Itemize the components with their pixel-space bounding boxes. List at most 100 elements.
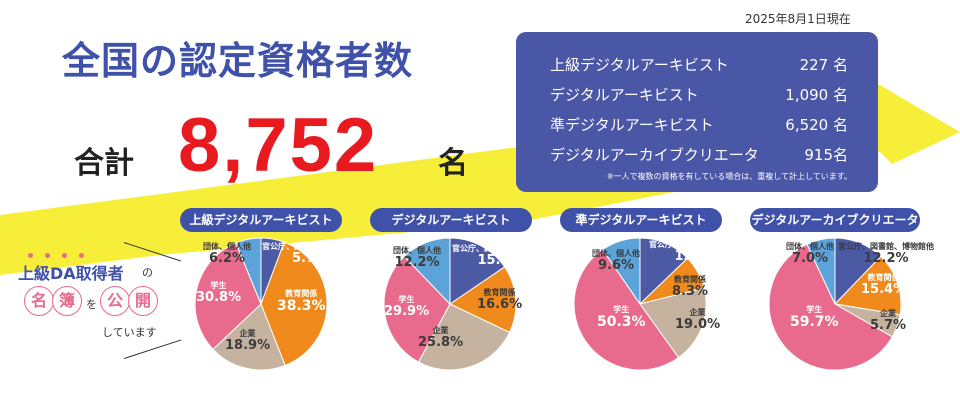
pie-slice <box>601 237 641 306</box>
chart-title: デジタルアーキビスト <box>370 208 532 232</box>
pie-slice <box>806 237 836 305</box>
callout-heading: 上級DA取得者 <box>18 264 124 283</box>
slice-label: 教育関係 15.4% <box>861 273 907 297</box>
total-label: 合計 <box>74 146 134 181</box>
slice-value: 19.0% <box>675 316 721 332</box>
pie-svg <box>383 237 517 371</box>
slice-label: 教育関係 8.3% <box>672 275 709 299</box>
pie-slice <box>194 242 262 350</box>
slice-name: 学生 <box>398 295 415 304</box>
pie-chart <box>767 236 903 372</box>
slice-label: 教育関係 16.6% <box>477 288 523 312</box>
summary-row-count: 1,090 名 <box>785 86 848 104</box>
callout-particle: の <box>142 266 153 279</box>
pie-slice <box>448 266 517 334</box>
slice-value: 5.7% <box>291 250 329 266</box>
pie-slice <box>235 237 262 305</box>
slice-label: 企業 5.7% <box>870 309 907 333</box>
slice-label: 企業 19.0% <box>675 308 721 332</box>
slice-label: 学生 59.7% <box>790 305 839 330</box>
callout-line-bottom <box>124 339 182 359</box>
summary-row: 上級デジタルアーキビスト 227 名 <box>550 54 848 76</box>
slice-value: 25.8% <box>418 334 464 350</box>
slice-name: 団体、個人他 <box>786 242 834 251</box>
slice-name: 官公庁、図書館、博物館他 <box>262 242 358 251</box>
slice-value: 7.0% <box>791 250 829 266</box>
duplicate-note: ※一人で複数の資格を有している場合は、重複して計上しています。 <box>606 172 852 181</box>
summary-row: デジタルアーキビスト 1,090 名 <box>550 84 848 106</box>
slice-name: 団体、個人他 <box>203 242 251 251</box>
slice-label: 企業 25.8% <box>418 326 464 350</box>
pie-svg <box>768 237 902 371</box>
slice-name: 教育関係 <box>674 275 707 284</box>
slice-label: 官公庁、図書館、博物館他 5.7% <box>262 242 358 266</box>
chart-title: 準デジタルアーキビスト <box>560 208 722 232</box>
summary-row-count: 227 名 <box>799 56 848 74</box>
slice-value: 15.4% <box>861 281 907 297</box>
slice-name: 官公庁、図書館、博物館他 <box>838 242 934 251</box>
emphasis-dot <box>62 253 67 258</box>
slice-value: 12.2% <box>863 250 909 266</box>
pie-slice <box>403 237 451 306</box>
slice-value: 38.3% <box>277 297 326 314</box>
summary-row-name: 上級デジタルアーキビスト <box>550 56 729 74</box>
page-title: 全国の認定資格者数 <box>62 39 414 83</box>
slice-name: 学生 <box>210 281 227 290</box>
pie-slice <box>383 255 451 363</box>
slice-name: 官公庁、図書館、博物館他 <box>452 244 548 253</box>
total-unit: 名 <box>438 146 468 181</box>
slice-value: 59.7% <box>790 313 839 330</box>
slice-label: 団体、個人他 6.2% <box>203 242 251 266</box>
slice-label: 官公庁、図書館、博物館他 12.2% <box>838 242 934 266</box>
as-of-date: 2025年8月1日現在 <box>745 12 851 26</box>
pie-svg <box>194 237 328 371</box>
slice-label: 学生 29.9% <box>384 295 430 319</box>
slice-name: 企業 <box>432 326 449 335</box>
registry-callout: 上級DA取得者 の 名 簿 を 公 開 しています <box>16 238 186 359</box>
pie-svg <box>573 237 707 371</box>
summary-row: デジタルアーカイブクリエータ 915名 <box>550 144 848 166</box>
pie-slice <box>573 248 680 371</box>
summary-row-count: 6,520 名 <box>785 116 848 134</box>
summary-row-name: 準デジタルアーキビスト <box>550 116 714 134</box>
summary-row-count: 915名 <box>804 146 848 164</box>
chart-title: 上級デジタルアーキビスト <box>180 208 342 232</box>
slice-label: 団体、個人他 7.0% <box>786 242 834 266</box>
pie-slice <box>639 287 707 359</box>
callout-char: 名 <box>24 286 54 316</box>
slice-value: 50.3% <box>597 313 646 330</box>
slice-value: 12.8% <box>674 248 720 264</box>
pie-slice <box>260 241 328 367</box>
emphasis-dot <box>28 253 33 258</box>
slice-value: 16.6% <box>477 296 523 312</box>
slice-name: 企業 <box>689 308 706 317</box>
slice-label: 官公庁、図書館、博物館他 12.8% <box>649 240 745 264</box>
slice-name: 企業 <box>239 329 256 338</box>
summary-row-name: デジタルアーキビスト <box>550 86 699 104</box>
slice-label: 企業 18.9% <box>225 329 271 353</box>
slice-name: 教育関係 <box>285 289 318 298</box>
slice-value: 9.6% <box>597 257 635 273</box>
pie-slice <box>768 243 893 371</box>
pie-chart <box>382 236 518 372</box>
slice-value: 6.2% <box>208 250 246 266</box>
slice-value: 18.9% <box>225 337 271 353</box>
slice-label: 団体、個人他 12.2% <box>393 246 441 270</box>
total-value: 8,752 <box>178 103 379 188</box>
emphasis-dot <box>45 253 50 258</box>
slice-name: 企業 <box>880 309 897 318</box>
slice-value: 15.5% <box>477 252 523 268</box>
pie-slice <box>449 237 506 305</box>
slice-name: 教育関係 <box>867 273 900 282</box>
slice-value: 5.7% <box>870 317 907 333</box>
slice-name: 団体、個人他 <box>393 246 441 255</box>
slice-name: 教育関係 <box>483 288 516 297</box>
slice-value: 8.3% <box>672 283 709 299</box>
callout-char: 開 <box>128 286 158 316</box>
slice-value: 29.9% <box>384 303 430 319</box>
pie-chart <box>193 236 329 372</box>
pie-slice <box>212 303 286 371</box>
slice-value: 30.8% <box>196 289 242 305</box>
pie-slice <box>833 255 902 316</box>
slice-name: 学生 <box>613 305 630 314</box>
